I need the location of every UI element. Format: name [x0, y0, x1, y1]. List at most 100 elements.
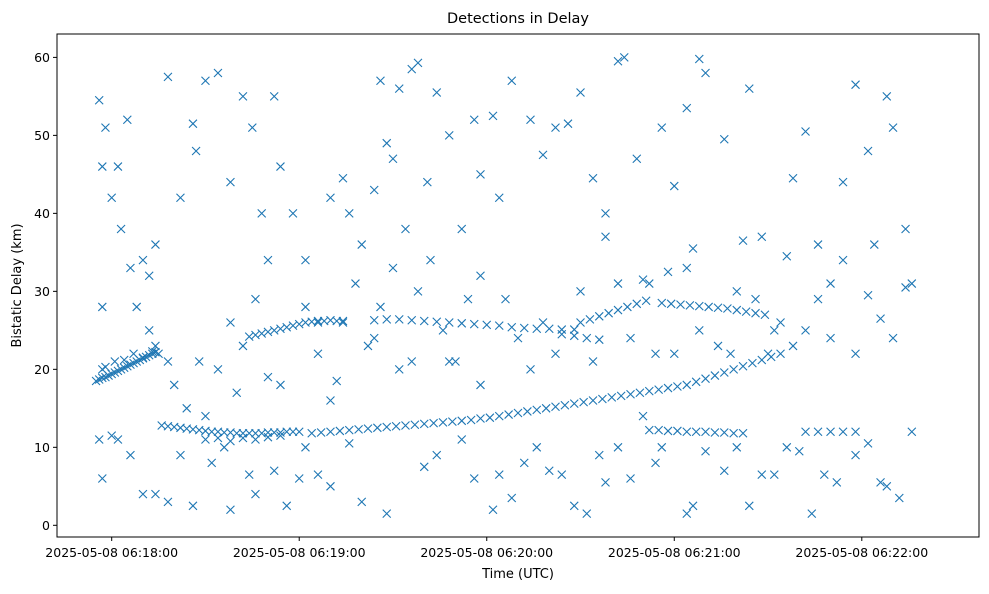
- data-point: [644, 279, 654, 288]
- data-point: [657, 123, 667, 132]
- data-point: [544, 466, 554, 476]
- data-point: [601, 478, 610, 487]
- data-point: [129, 349, 138, 359]
- data-point: [863, 146, 873, 156]
- data-point: [813, 427, 823, 437]
- data-point: [282, 501, 292, 511]
- data-point: [563, 119, 573, 129]
- data-point: [294, 427, 304, 437]
- data-point: [713, 341, 723, 351]
- data-point: [494, 193, 504, 203]
- data-point: [401, 224, 410, 234]
- data-point: [276, 431, 285, 441]
- data-point: [748, 358, 757, 368]
- data-point: [113, 435, 123, 444]
- data-point: [201, 76, 210, 86]
- data-point: [726, 349, 735, 359]
- data-point: [526, 364, 535, 374]
- data-point: [588, 357, 598, 366]
- data-point: [738, 361, 748, 371]
- data-point: [194, 357, 204, 366]
- data-point: [494, 411, 504, 421]
- data-point: [97, 373, 107, 383]
- data-point: [741, 307, 751, 317]
- data-point: [776, 318, 785, 327]
- x-tick-label: 2025-05-08 06:19:00: [233, 545, 366, 560]
- data-point: [819, 470, 829, 480]
- data-point: [569, 331, 579, 341]
- data-point: [669, 349, 679, 359]
- data-point: [144, 271, 154, 281]
- data-point: [382, 509, 392, 518]
- data-point: [576, 318, 585, 327]
- data-point: [632, 299, 642, 309]
- data-point: [110, 357, 120, 366]
- data-point: [301, 255, 310, 265]
- data-point: [313, 316, 323, 326]
- data-point: [832, 478, 842, 487]
- data-point: [288, 208, 298, 218]
- y-tick-label: 40: [34, 206, 50, 221]
- data-point: [313, 349, 323, 359]
- data-point: [560, 400, 570, 410]
- data-point: [354, 424, 363, 434]
- data-point: [701, 446, 710, 456]
- data-point: [851, 450, 860, 460]
- data-point: [682, 103, 692, 113]
- data-point: [557, 470, 567, 480]
- data-point: [382, 138, 392, 148]
- data-point: [476, 271, 485, 281]
- data-point: [682, 380, 692, 390]
- data-point: [588, 396, 598, 405]
- data-point: [107, 193, 117, 203]
- data-point: [151, 341, 160, 351]
- data-point: [116, 224, 126, 234]
- data-point: [585, 315, 595, 324]
- data-point: [638, 275, 648, 285]
- data-point: [769, 325, 779, 335]
- data-point: [213, 68, 223, 78]
- data-point: [357, 497, 367, 507]
- data-point: [751, 308, 760, 318]
- data-point: [201, 435, 210, 444]
- data-point: [757, 470, 767, 480]
- data-point: [463, 294, 473, 304]
- data-point: [613, 442, 623, 452]
- data-point: [569, 501, 579, 511]
- data-points: [91, 53, 917, 518]
- plot-area-frame: [56, 33, 980, 538]
- data-point: [594, 450, 604, 460]
- data-point: [507, 322, 517, 332]
- data-point: [788, 341, 798, 351]
- data-point: [263, 255, 273, 265]
- data-point: [429, 418, 439, 428]
- y-tick-label: 10: [34, 440, 50, 455]
- data-point: [623, 302, 632, 312]
- data-point: [419, 316, 429, 326]
- data-point: [307, 428, 317, 438]
- data-point: [757, 232, 767, 242]
- data-point: [457, 318, 467, 328]
- data-point: [685, 300, 695, 310]
- x-tick-label: 2025-05-08 06:20:00: [420, 545, 553, 560]
- data-point: [432, 317, 442, 327]
- data-point: [391, 421, 401, 431]
- data-point: [507, 493, 517, 503]
- data-point: [863, 439, 873, 448]
- data-point: [422, 177, 432, 187]
- data-point: [344, 208, 354, 218]
- data-point: [663, 426, 673, 436]
- data-point: [413, 286, 423, 296]
- data-point: [444, 130, 454, 140]
- data-point: [538, 318, 548, 327]
- data-point: [457, 435, 467, 444]
- data-point: [101, 362, 110, 372]
- data-point: [888, 333, 898, 343]
- data-point: [269, 428, 279, 437]
- data-point: [97, 474, 107, 483]
- data-point: [191, 146, 201, 156]
- data-point: [838, 177, 848, 187]
- data-point: [504, 410, 514, 419]
